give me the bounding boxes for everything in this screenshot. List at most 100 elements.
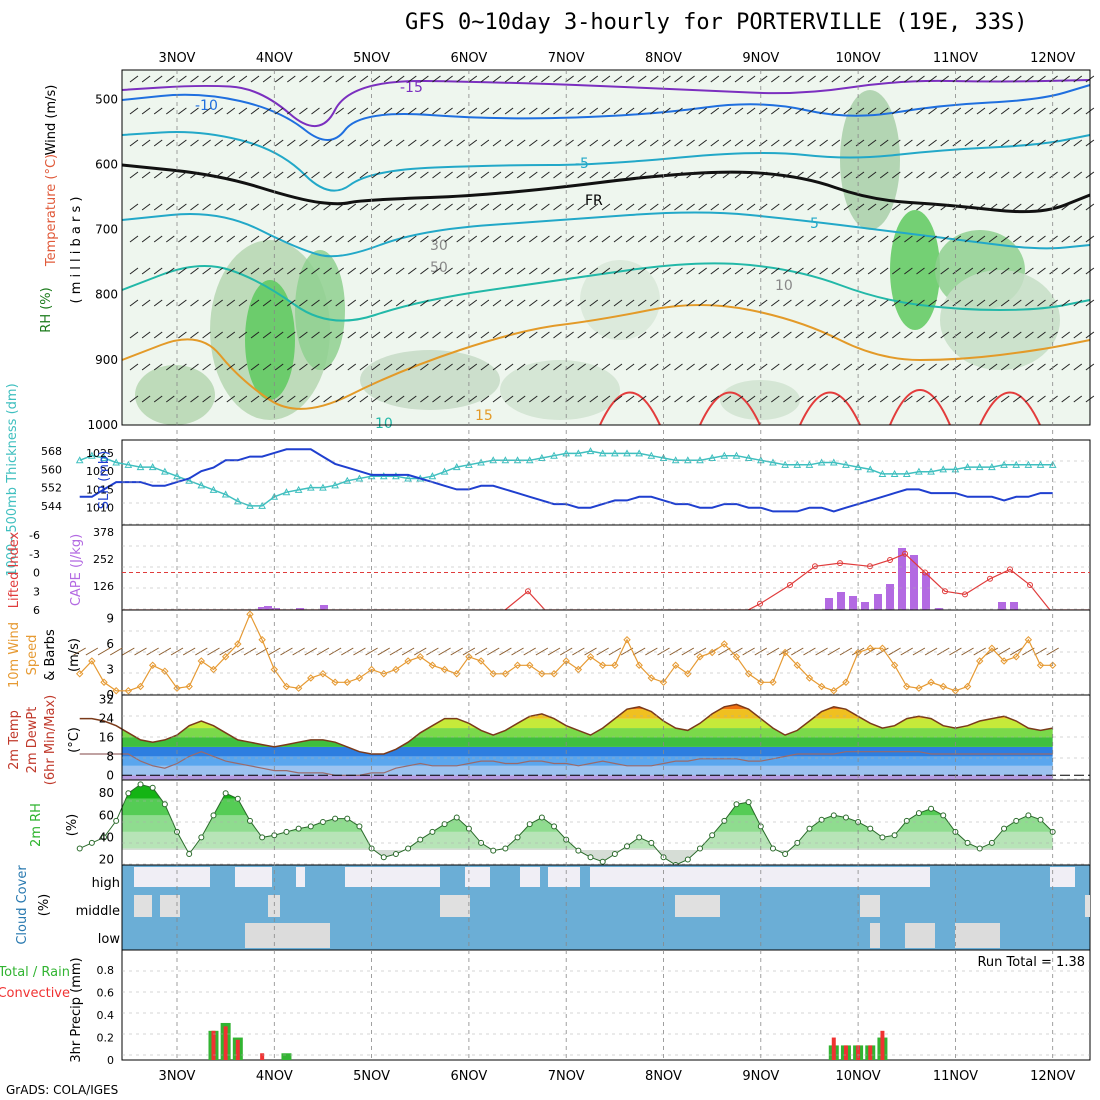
thickness-point bbox=[209, 485, 218, 493]
upper-wind-barb bbox=[879, 235, 889, 243]
thickness-point bbox=[732, 451, 741, 459]
wind10-barb bbox=[499, 647, 512, 656]
upper-wind-barb bbox=[1061, 171, 1070, 179]
wind10-point bbox=[1024, 636, 1033, 644]
upper-wind-barb bbox=[444, 171, 453, 179]
upper-wind-barb bbox=[1000, 203, 1010, 211]
upper-wind-barb bbox=[843, 299, 853, 307]
upper-wind-barb bbox=[831, 203, 841, 211]
upper-wind-barb bbox=[432, 267, 441, 275]
upper-wind-barb bbox=[274, 363, 284, 371]
upper-wind-barb bbox=[214, 395, 223, 403]
upper-wind-barb bbox=[444, 75, 453, 83]
upper-wind-barb bbox=[976, 75, 986, 83]
upper-wind-barb bbox=[940, 235, 950, 243]
upper-wind-barb bbox=[1012, 331, 1022, 339]
upper-wind-barb bbox=[746, 75, 756, 83]
wind10-barb bbox=[97, 647, 111, 656]
upper-wind-barb bbox=[395, 203, 405, 211]
wind10-barb bbox=[341, 647, 354, 656]
upper-wind-barb bbox=[311, 139, 320, 147]
precip-convective-bar bbox=[856, 1045, 861, 1060]
upper-wind-barb bbox=[795, 299, 804, 307]
upper-wind-barb bbox=[976, 331, 986, 339]
upper-wind-barb bbox=[722, 331, 732, 339]
upper-wind-barb bbox=[553, 267, 562, 275]
upper-wind-barb bbox=[371, 395, 381, 403]
rh-point bbox=[928, 805, 935, 812]
thickness-point bbox=[890, 469, 899, 477]
upper-wind-barb bbox=[359, 203, 369, 211]
upper-wind-barb bbox=[311, 235, 320, 243]
rh-point bbox=[818, 816, 825, 823]
rh-point bbox=[210, 812, 217, 819]
upper-wind-barb bbox=[831, 299, 841, 307]
upper-wind-barb bbox=[807, 139, 816, 147]
wind10-point bbox=[100, 678, 108, 686]
upper-wind-barb bbox=[698, 107, 708, 115]
upper-wind-barb bbox=[940, 75, 950, 83]
upper-wind-barb bbox=[928, 363, 937, 371]
upper-wind-barb bbox=[904, 331, 913, 339]
wind10-point bbox=[659, 678, 668, 686]
upper-wind-barb bbox=[1073, 331, 1083, 339]
upper-wind-barb bbox=[674, 331, 683, 339]
upper-wind-barb bbox=[202, 235, 211, 243]
upper-wind-barb bbox=[129, 203, 139, 211]
upper-wind-barb bbox=[371, 139, 381, 147]
wind10-point bbox=[246, 610, 254, 618]
upper-wind-barb bbox=[178, 139, 187, 147]
upper-wind-barb bbox=[383, 363, 393, 371]
upper-wind-barb bbox=[456, 203, 466, 211]
upper-wind-barb bbox=[420, 299, 429, 307]
upper-wind-barb bbox=[1000, 395, 1010, 403]
upper-wind-barb bbox=[589, 235, 599, 243]
upper-wind-barb bbox=[601, 139, 611, 147]
contour-label: 30 bbox=[430, 238, 448, 254]
rh-point bbox=[915, 810, 922, 817]
upper-wind-barb bbox=[649, 395, 659, 403]
upper-wind-barb bbox=[456, 139, 466, 147]
thickness-point bbox=[781, 460, 789, 468]
rh-point bbox=[246, 817, 253, 824]
upper-wind-barb bbox=[819, 139, 829, 147]
upper-wind-barb bbox=[359, 331, 369, 339]
upper-wind-barb bbox=[625, 235, 635, 243]
upper-wind-barb bbox=[226, 107, 236, 115]
cape-panel-frame bbox=[121, 524, 1091, 611]
upper-wind-barb bbox=[565, 363, 574, 371]
cape-bar bbox=[898, 548, 906, 610]
upper-wind-barb bbox=[722, 235, 732, 243]
upper-wind-barb bbox=[637, 331, 647, 339]
upper-wind-barb bbox=[577, 107, 587, 115]
wind10-point bbox=[720, 640, 729, 648]
pressure-tick-700: 700 bbox=[95, 223, 118, 237]
lifted-index-point bbox=[887, 557, 893, 563]
rh-point bbox=[76, 845, 83, 852]
day-label-top-12NOV: 12NOV bbox=[1030, 51, 1075, 66]
wind10-barb bbox=[523, 647, 536, 656]
wind10-label-3: & Barbs bbox=[43, 629, 58, 681]
rh-point bbox=[429, 828, 436, 835]
wind10-barb bbox=[1046, 647, 1059, 656]
upper-wind-barb bbox=[904, 395, 913, 403]
upper-wind-barb bbox=[698, 363, 708, 371]
upper-wind-barb bbox=[528, 267, 538, 275]
upper-wind-barb bbox=[589, 75, 599, 83]
upper-wind-barb bbox=[528, 107, 538, 115]
precip-convective-bar bbox=[223, 1026, 228, 1060]
upper-wind-barb bbox=[347, 267, 357, 275]
wind10-point bbox=[963, 682, 972, 691]
thickness-point bbox=[136, 463, 145, 471]
thickness-point bbox=[465, 460, 473, 468]
upper-wind-barb bbox=[1037, 299, 1046, 307]
thickness-point bbox=[221, 490, 230, 498]
upper-wind-barb bbox=[625, 331, 635, 339]
upper-wind-barb bbox=[274, 235, 284, 243]
wind10-barb bbox=[791, 647, 804, 656]
upper-wind-barb bbox=[286, 171, 296, 179]
upper-wind-barb bbox=[492, 267, 502, 275]
wind10-barb bbox=[547, 647, 561, 656]
upper-wind-barb bbox=[1025, 139, 1034, 147]
upper-wind-barb bbox=[238, 139, 248, 147]
